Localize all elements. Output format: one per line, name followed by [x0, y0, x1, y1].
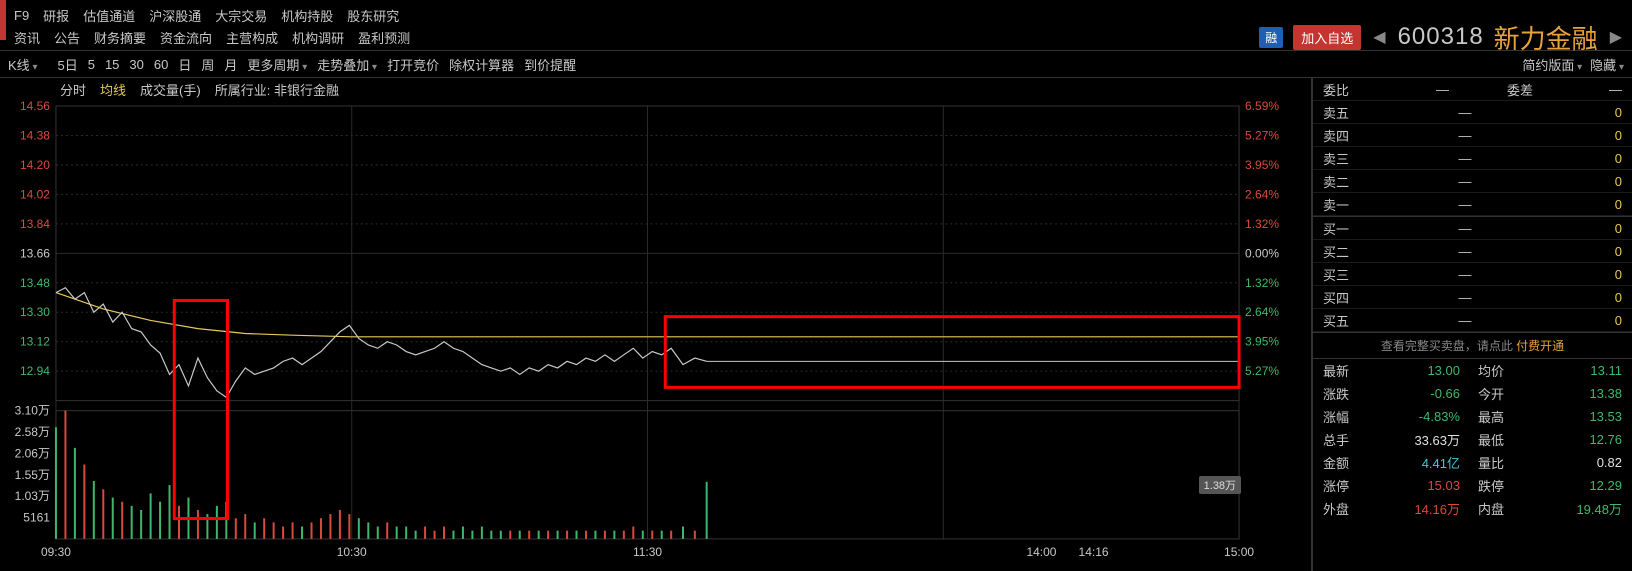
- svg-text:3.95%: 3.95%: [1245, 335, 1279, 349]
- svg-text:5.27%: 5.27%: [1245, 364, 1279, 378]
- svg-text:0.00%: 0.00%: [1245, 246, 1279, 260]
- svg-text:1.55万: 1.55万: [15, 468, 50, 482]
- open-bidding-button[interactable]: 打开竞价: [387, 55, 439, 74]
- chart-legend: 分时 均线 成交量(手) 所属行业: 非银行金融: [0, 78, 1311, 100]
- stat-row: 涨跌-0.66今开13.38: [1313, 382, 1632, 405]
- margin-badge: 融: [1259, 27, 1283, 48]
- next-stock-arrow[interactable]: ▶: [1608, 27, 1624, 47]
- period-60[interactable]: 60: [154, 57, 168, 72]
- nav-资讯[interactable]: 资讯: [14, 28, 40, 47]
- period-周[interactable]: 周: [201, 55, 214, 74]
- nav-机构调研[interactable]: 机构调研: [292, 28, 344, 47]
- ask-row: 卖三—0: [1313, 147, 1632, 170]
- svg-text:14:16: 14:16: [1079, 545, 1109, 559]
- stat-row: 外盘14.16万内盘19.48万: [1313, 497, 1632, 520]
- ask-row: 卖一—0: [1313, 193, 1632, 216]
- nav-大宗交易[interactable]: 大宗交易: [215, 6, 267, 25]
- svg-text:5.27%: 5.27%: [1245, 128, 1279, 142]
- svg-text:6.59%: 6.59%: [1245, 100, 1279, 113]
- svg-text:12.94: 12.94: [20, 364, 50, 378]
- nav-F9[interactable]: F9: [14, 8, 29, 23]
- nav-公告[interactable]: 公告: [54, 28, 80, 47]
- nav-机构持股[interactable]: 机构持股: [281, 6, 333, 25]
- adjust-calculator-button[interactable]: 除权计算器: [449, 55, 514, 74]
- svg-text:09:30: 09:30: [41, 545, 71, 559]
- nav-盈利预测[interactable]: 盈利预测: [358, 28, 410, 47]
- svg-text:14.02: 14.02: [20, 187, 50, 201]
- order-ratio-row: 委比 — 委差 —: [1313, 78, 1632, 101]
- nav-沪深股通[interactable]: 沪深股通: [149, 6, 201, 25]
- full-orderbook-notice[interactable]: 查看完整买卖盘，请点此 付费开通: [1313, 332, 1632, 359]
- svg-text:13.30: 13.30: [20, 305, 50, 319]
- layout-dropdown[interactable]: 简约版面: [1522, 55, 1582, 74]
- legend-volume: 成交量(手): [140, 80, 201, 99]
- svg-text:2.58万: 2.58万: [15, 425, 50, 439]
- period-30[interactable]: 30: [129, 57, 143, 72]
- legend-intraday: 分时: [60, 80, 86, 99]
- svg-text:1.32%: 1.32%: [1245, 217, 1279, 231]
- period-月[interactable]: 月: [224, 55, 237, 74]
- svg-text:2.06万: 2.06万: [15, 446, 50, 460]
- ask-row: 卖四—0: [1313, 124, 1632, 147]
- svg-text:2.64%: 2.64%: [1245, 187, 1279, 201]
- nav-资金流向[interactable]: 资金流向: [160, 28, 212, 47]
- svg-text:3.95%: 3.95%: [1245, 158, 1279, 172]
- bid-row: 买二—0: [1313, 240, 1632, 263]
- chart-area: 分时 均线 成交量(手) 所属行业: 非银行金融 13.84 14.02 14.20…: [0, 78, 1312, 571]
- svg-text:5161: 5161: [23, 511, 50, 525]
- svg-text:13.66: 13.66: [20, 246, 50, 260]
- current-volume-badge: 1.38万: [1199, 476, 1241, 494]
- overlay-dropdown[interactable]: 走势叠加: [317, 55, 377, 74]
- svg-text:10:30: 10:30: [337, 545, 367, 559]
- svg-text:13.84: 13.84: [20, 217, 50, 231]
- stat-row: 最新13.00均价13.11: [1313, 359, 1632, 382]
- nav-股东研究[interactable]: 股东研究: [347, 6, 399, 25]
- svg-text:1.03万: 1.03万: [15, 489, 50, 503]
- stock-name: 新力金融: [1494, 19, 1598, 56]
- more-periods-dropdown[interactable]: 更多周期: [247, 55, 307, 74]
- top-nav: F9 研报估值通道沪深股通大宗交易机构持股股东研究 资讯公告财务摘要资金流向主营构…: [0, 0, 1632, 50]
- nav-财务摘要[interactable]: 财务摘要: [94, 28, 146, 47]
- period-5[interactable]: 5: [88, 57, 95, 72]
- svg-text:14.38: 14.38: [20, 128, 50, 142]
- legend-avg: 均线: [100, 80, 126, 99]
- ask-row: 卖二—0: [1313, 170, 1632, 193]
- stat-row: 金额4.41亿量比0.82: [1313, 451, 1632, 474]
- bid-row: 买一—0: [1313, 217, 1632, 240]
- period-日[interactable]: 日: [178, 55, 191, 74]
- add-favorite-button[interactable]: 加入自选: [1293, 25, 1361, 50]
- period-15[interactable]: 15: [105, 57, 119, 72]
- legend-industry: 所属行业: 非银行金融: [215, 80, 339, 99]
- svg-text:2.64%: 2.64%: [1245, 305, 1279, 319]
- price-alert-button[interactable]: 到价提醒: [524, 55, 576, 74]
- stat-row: 涨停15.03跌停12.29: [1313, 474, 1632, 497]
- bid-row: 买五—0: [1313, 309, 1632, 332]
- svg-text:14.20: 14.20: [20, 158, 50, 172]
- svg-text:14:00: 14:00: [1026, 545, 1056, 559]
- ask-row: 卖五—0: [1313, 101, 1632, 124]
- svg-text:1.32%: 1.32%: [1245, 276, 1279, 290]
- bid-row: 买四—0: [1313, 286, 1632, 309]
- period-5日[interactable]: 5日: [57, 55, 77, 74]
- red-sidebar-accent: [0, 0, 6, 40]
- svg-text:15:00: 15:00: [1224, 545, 1254, 559]
- svg-text:14.56: 14.56: [20, 100, 50, 113]
- chart-canvas[interactable]: 13.84 14.02 14.20 14.38 14.56 13.66 13.48 13.30…: [0, 100, 1311, 571]
- nav-主营构成[interactable]: 主营构成: [226, 28, 278, 47]
- svg-text:13.48: 13.48: [20, 276, 50, 290]
- svg-text:13.12: 13.12: [20, 335, 50, 349]
- hide-dropdown[interactable]: 隐藏: [1590, 55, 1624, 74]
- nav-研报[interactable]: 研报: [43, 6, 69, 25]
- stock-code: 600318: [1398, 23, 1484, 51]
- svg-text:11:30: 11:30: [633, 545, 662, 559]
- nav-估值通道[interactable]: 估值通道: [83, 6, 135, 25]
- period-K线[interactable]: K线: [8, 55, 37, 74]
- prev-stock-arrow[interactable]: ◀: [1371, 27, 1387, 47]
- bid-row: 买三—0: [1313, 263, 1632, 286]
- stat-row: 涨幅-4.83%最高13.53: [1313, 405, 1632, 428]
- svg-text:3.10万: 3.10万: [15, 404, 50, 418]
- stat-row: 总手33.63万最低12.76: [1313, 428, 1632, 451]
- side-panel: 委比 — 委差 — 卖五—0卖四—0卖三—0卖二—0卖一—0 买一—0买二—0买…: [1312, 78, 1632, 571]
